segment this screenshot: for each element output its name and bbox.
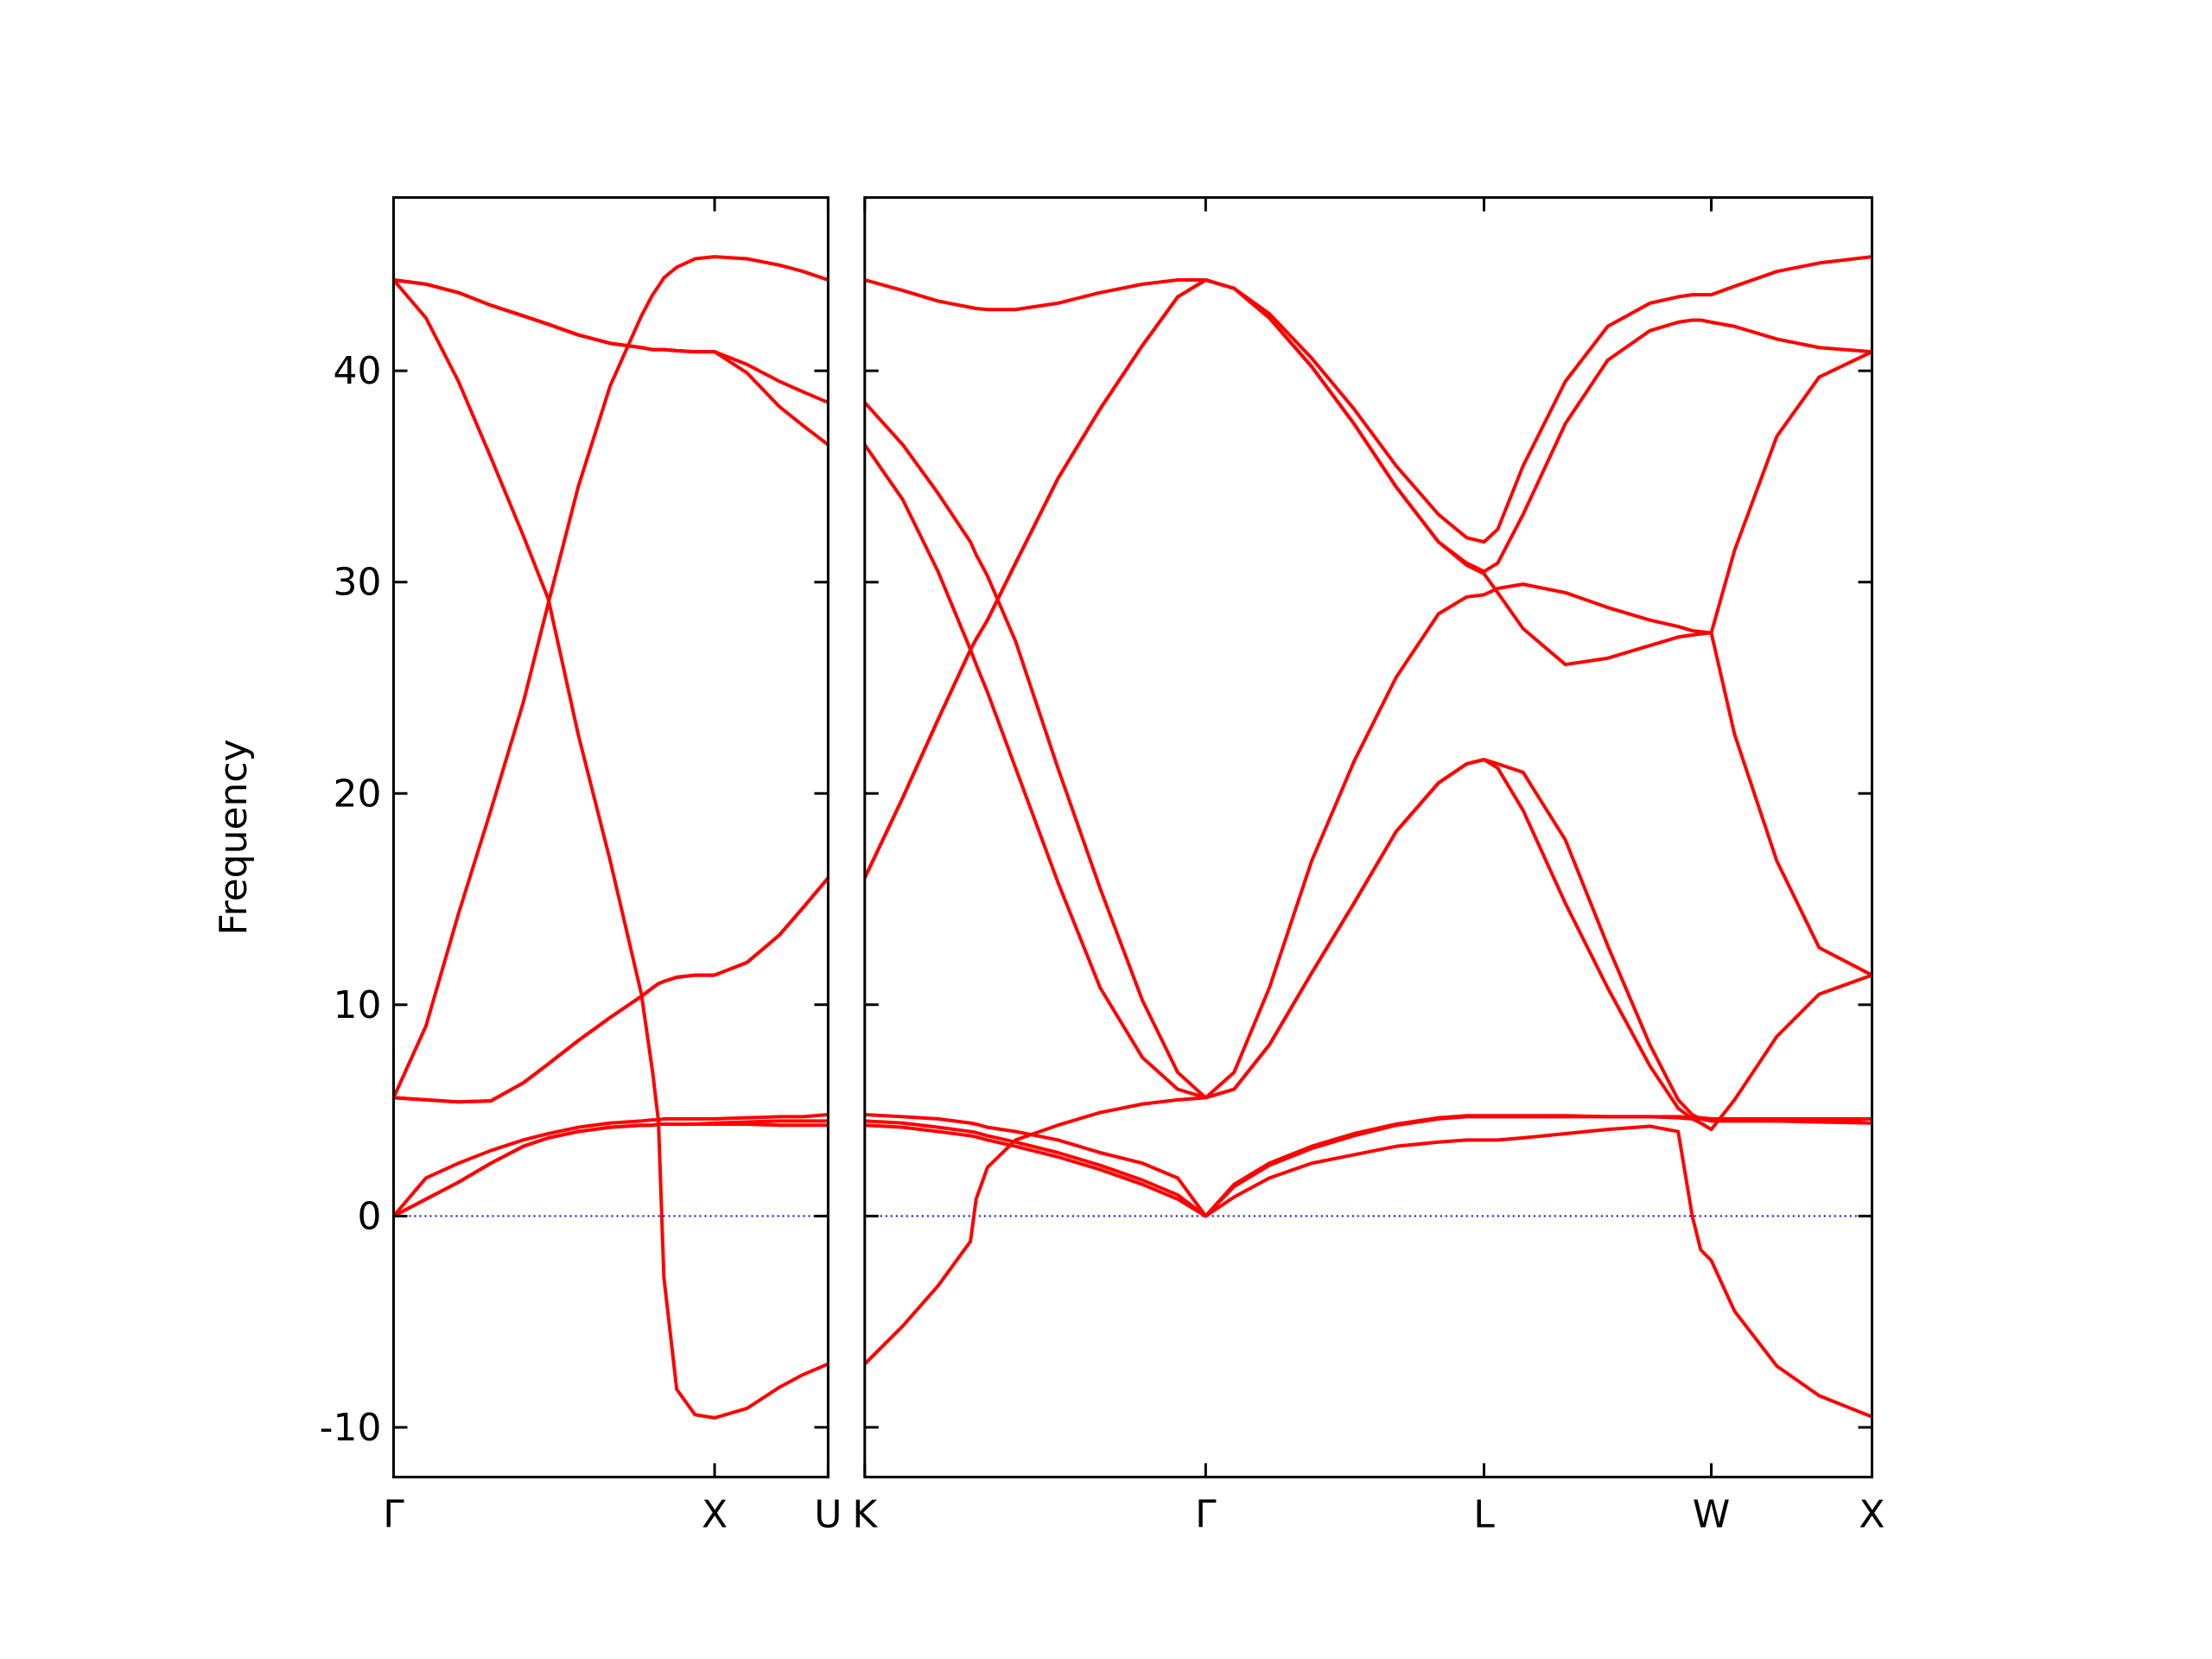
y-tick-label: 40	[334, 349, 382, 393]
y-tick-label: 10	[334, 983, 382, 1027]
band-line	[864, 1112, 1872, 1218]
band-line	[864, 1123, 1872, 1419]
x-tick-label: X	[702, 1492, 728, 1536]
plot-area	[864, 255, 1872, 1419]
y-tick-label: 20	[334, 772, 382, 816]
y-tick-label: -10	[320, 1406, 382, 1450]
plot-frame	[863, 196, 1873, 1478]
y-tick-label: 30	[334, 561, 382, 605]
band-line	[393, 1112, 829, 1217]
band-line	[864, 758, 1872, 1365]
band-line	[393, 876, 829, 1104]
x-tick-label: Γ	[1195, 1492, 1217, 1536]
x-tick-label: Γ	[383, 1492, 404, 1536]
band-line	[864, 255, 1872, 544]
x-tick-label: U	[814, 1492, 842, 1536]
x-tick-label: W	[1693, 1492, 1731, 1536]
x-tick-label: L	[1473, 1492, 1495, 1536]
y-axis-label: Frequency	[212, 739, 256, 935]
band-line	[393, 1122, 829, 1218]
y-tick-label: 0	[358, 1194, 382, 1238]
band-line	[393, 1119, 829, 1218]
plot-frame	[392, 196, 830, 1478]
band-line	[864, 443, 1872, 1100]
x-tick-label: K	[852, 1492, 878, 1536]
band-line	[393, 278, 829, 1420]
band-line	[393, 255, 829, 1099]
x-tick-label: X	[1859, 1492, 1885, 1536]
plot-area	[393, 255, 829, 1420]
band-line	[864, 277, 1872, 879]
band-line	[393, 277, 829, 447]
band-line	[864, 401, 1872, 1123]
band-line	[864, 277, 1872, 879]
